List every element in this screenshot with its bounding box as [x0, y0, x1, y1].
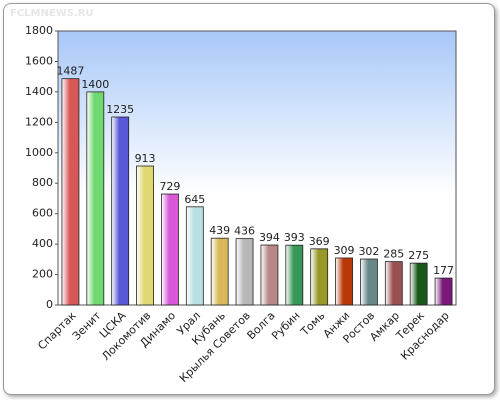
value-label: 302: [358, 245, 379, 258]
bar: [235, 238, 254, 306]
value-label: 309: [334, 244, 355, 257]
bar: [434, 277, 453, 306]
value-label: 285: [383, 248, 404, 261]
value-label: 1487: [56, 65, 84, 78]
chart-frame: FCLMNEWS.RU 0 200 400 600 800 1000 1200 1400 160…: [3, 3, 495, 395]
y-tick-label: 1000: [25, 146, 53, 159]
bar: [161, 193, 179, 306]
y-tick-label: 800: [32, 176, 53, 189]
bar: [86, 91, 105, 306]
y-tick-label: 1800: [25, 24, 53, 37]
value-label: 645: [184, 193, 205, 206]
value-label: 1235: [106, 103, 134, 116]
watermark: FCLMNEWS.RU: [10, 8, 94, 19]
value-label: 913: [135, 152, 156, 165]
y-tick-label: 200: [32, 268, 53, 281]
bar: [185, 206, 204, 306]
y-tick-label: 400: [32, 237, 53, 250]
value-label: 439: [209, 224, 230, 237]
y-tick-label: 1200: [25, 115, 53, 128]
bar: [136, 165, 154, 306]
bar: [61, 78, 80, 306]
bar: [409, 262, 428, 306]
x-tick-label: Зенит: [70, 309, 104, 343]
value-label: 436: [234, 225, 255, 238]
bar: [111, 116, 130, 306]
bar: [260, 244, 279, 306]
bar: [285, 244, 304, 306]
y-tick-label: 1400: [25, 85, 53, 98]
bar: [335, 257, 353, 306]
x-tick-label: Рубин: [269, 309, 302, 342]
bar: [384, 261, 403, 306]
y-tick-label: 0: [46, 298, 53, 311]
value-label: 729: [159, 180, 180, 193]
bar: [360, 258, 378, 306]
value-label: 177: [433, 264, 454, 277]
bar: [310, 248, 329, 306]
value-label: 394: [259, 231, 280, 244]
value-label: 369: [309, 235, 330, 248]
y-tick-label: 600: [32, 207, 53, 220]
y-tick-label: 1600: [25, 54, 53, 67]
value-label: 275: [408, 249, 429, 262]
value-label: 393: [284, 231, 305, 244]
bar: [210, 237, 229, 306]
value-label: 1400: [81, 78, 109, 91]
chart: FCLMNEWS.RU 0 200 400 600 800 1000 1200 1400 160…: [10, 8, 457, 385]
